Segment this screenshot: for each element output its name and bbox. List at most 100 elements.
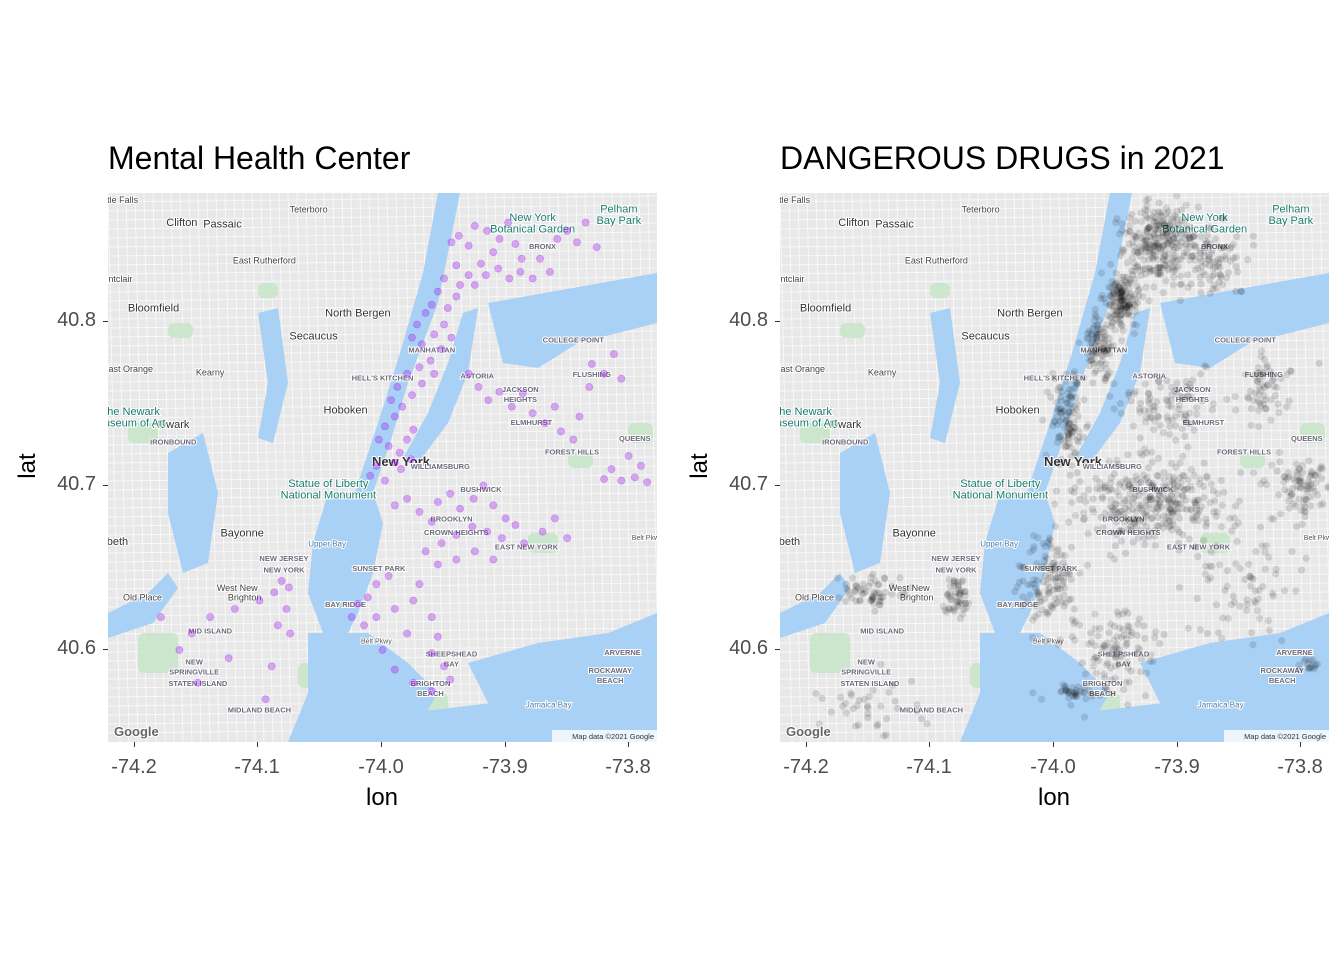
data-point <box>1111 662 1120 670</box>
data-point <box>1201 248 1209 256</box>
data-point <box>1039 564 1047 572</box>
data-point <box>954 582 962 590</box>
map-area[interactable]: New York Newark Hoboken Clifton Passaic Bloom… <box>108 193 657 742</box>
data-point <box>1215 628 1223 637</box>
street-line <box>395 193 409 742</box>
data-point <box>1060 574 1068 582</box>
data-point <box>1262 542 1270 550</box>
map-label: FLUSHING <box>1245 370 1283 379</box>
data-point <box>1109 341 1117 349</box>
map-label: FOREST HILLS <box>1217 447 1271 456</box>
data-point <box>409 678 418 687</box>
data-point <box>378 646 387 654</box>
data-point <box>1161 221 1169 229</box>
data-point <box>1064 432 1073 440</box>
data-point <box>1067 426 1075 434</box>
data-point <box>1100 347 1108 355</box>
data-point <box>1212 512 1220 520</box>
park-area <box>168 323 193 338</box>
data-point <box>1205 223 1213 231</box>
data-point <box>1209 258 1217 266</box>
data-point <box>1035 591 1043 599</box>
data-point <box>1096 485 1104 493</box>
data-point <box>489 555 498 564</box>
data-point <box>1174 263 1182 271</box>
data-point <box>1207 480 1215 488</box>
data-point <box>408 333 416 342</box>
data-point <box>1196 273 1204 281</box>
data-point <box>1119 286 1127 295</box>
data-point <box>1023 597 1031 605</box>
data-point <box>1146 214 1154 223</box>
map-label: Belt Pkwy <box>632 535 657 542</box>
data-point <box>1153 217 1161 225</box>
data-point <box>1150 232 1158 240</box>
data-point <box>1220 244 1228 252</box>
data-point <box>1196 475 1204 483</box>
map-label: WILLIAMSBURG <box>1083 462 1142 471</box>
data-point <box>1118 292 1126 301</box>
map-label: EAST NEW YORK <box>1167 543 1231 552</box>
data-point <box>1252 547 1260 556</box>
data-point <box>1141 264 1150 273</box>
data-point <box>945 589 954 597</box>
data-point <box>1137 244 1145 253</box>
data-point <box>1227 527 1236 535</box>
data-point <box>1146 413 1155 421</box>
data-point <box>1152 628 1160 636</box>
data-point <box>1154 513 1162 522</box>
data-point <box>1168 491 1176 500</box>
data-point <box>1070 619 1078 628</box>
data-point <box>1101 375 1109 383</box>
data-point <box>1130 242 1138 250</box>
data-point <box>1112 218 1120 227</box>
data-point <box>1145 407 1153 415</box>
data-point <box>1102 683 1110 691</box>
data-point <box>1154 413 1163 421</box>
data-point <box>1045 608 1053 616</box>
data-point <box>1175 583 1184 592</box>
data-point <box>1302 496 1310 504</box>
map-label: Old Place <box>795 593 834 603</box>
data-point <box>842 580 850 588</box>
data-point <box>1050 418 1058 426</box>
data-point <box>1263 363 1271 371</box>
data-point <box>841 597 850 605</box>
data-point <box>1168 257 1176 265</box>
data-point <box>1134 487 1142 495</box>
data-point <box>848 594 856 602</box>
data-point <box>1060 602 1068 610</box>
data-point <box>1118 304 1126 313</box>
street-line <box>108 213 657 221</box>
data-point <box>1046 536 1054 544</box>
data-point <box>1150 208 1158 216</box>
data-point <box>1055 593 1063 601</box>
data-point <box>869 593 877 601</box>
map-label: ROCKAWAY <box>1260 666 1303 675</box>
data-point <box>1234 519 1242 527</box>
data-point <box>1066 420 1074 428</box>
data-point <box>1148 481 1156 490</box>
data-point <box>1177 238 1185 246</box>
data-point <box>1291 477 1300 485</box>
park-area <box>840 323 865 338</box>
data-point <box>1182 383 1191 391</box>
data-point <box>880 574 889 582</box>
map-area[interactable]: New York Newark Hoboken Clifton Passaic Bloom… <box>780 193 1329 742</box>
data-point <box>1171 251 1180 259</box>
data-point <box>947 595 955 603</box>
data-point <box>853 701 861 710</box>
data-point <box>505 274 514 283</box>
data-point <box>1170 473 1178 481</box>
data-point <box>1218 634 1226 642</box>
data-point <box>1141 245 1149 253</box>
data-point <box>1011 588 1019 596</box>
data-point <box>1072 692 1080 701</box>
data-point <box>956 588 964 596</box>
data-point <box>869 600 878 608</box>
data-point <box>1187 383 1195 392</box>
data-point <box>1175 405 1183 413</box>
chart-title: DANGEROUS DRUGS in 2021 <box>780 140 1225 176</box>
